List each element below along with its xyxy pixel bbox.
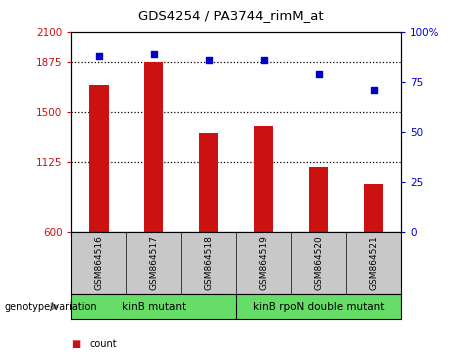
Point [260, 57, 267, 63]
Text: GSM864521: GSM864521 [369, 235, 378, 290]
Point [150, 51, 158, 57]
Text: GSM864519: GSM864519 [259, 235, 268, 290]
Text: ■: ■ [71, 339, 81, 349]
Bar [254, 126, 273, 232]
Text: GSM864520: GSM864520 [314, 235, 323, 290]
Text: count: count [90, 339, 118, 349]
Bar [89, 85, 108, 232]
Text: kinB mutant: kinB mutant [122, 302, 186, 312]
Point [315, 71, 322, 77]
Point [205, 57, 213, 63]
Text: GSM864516: GSM864516 [95, 235, 103, 290]
Bar [309, 166, 328, 232]
Point [95, 53, 103, 59]
Text: kinB rpoN double mutant: kinB rpoN double mutant [253, 302, 384, 312]
Point [370, 87, 377, 93]
Text: GDS4254 / PA3744_rimM_at: GDS4254 / PA3744_rimM_at [138, 9, 323, 22]
Text: genotype/variation: genotype/variation [5, 302, 97, 312]
Bar [144, 62, 164, 232]
Text: GSM864518: GSM864518 [204, 235, 213, 290]
Bar [364, 184, 383, 232]
Text: GSM864517: GSM864517 [149, 235, 159, 290]
Bar [199, 133, 219, 232]
